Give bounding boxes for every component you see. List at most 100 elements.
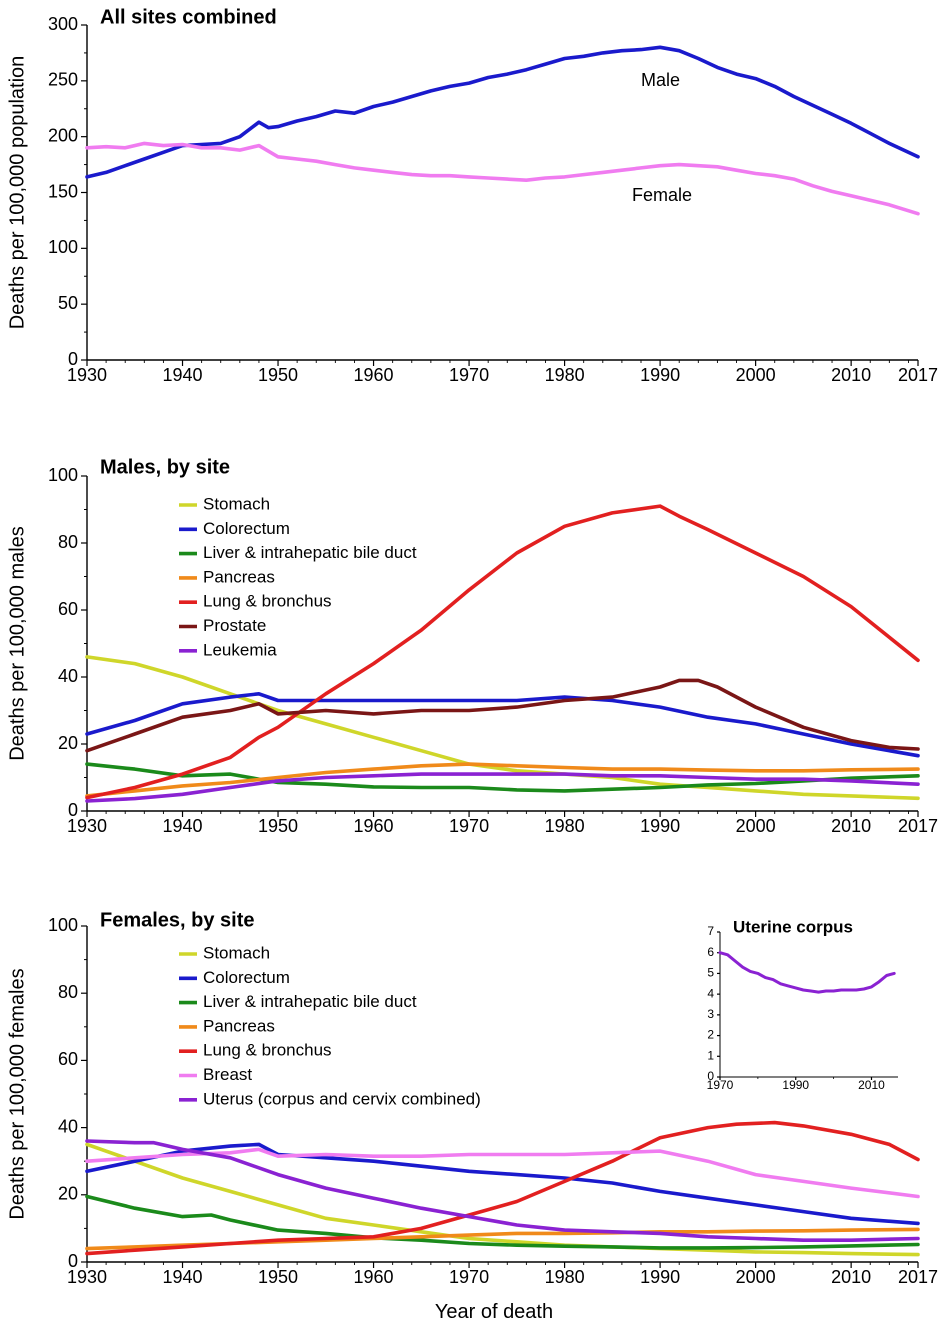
y-tick-label: 60 — [58, 1049, 78, 1069]
y-tick-label: 100 — [48, 465, 78, 485]
y-tick-label: 200 — [48, 125, 78, 145]
y-tick-label: 20 — [58, 1184, 78, 1204]
legend-label-pancreas: Pancreas — [203, 1016, 275, 1035]
y-tick-label: 80 — [58, 982, 78, 1002]
legend: Stomach Colorectum Liver & intrahepatic bi… — [179, 943, 481, 1108]
y-tick-label: 0 — [68, 1251, 78, 1271]
series-line-male — [85, 45, 920, 179]
x-tick-label: 1940 — [162, 816, 202, 836]
x-axis-label: Year of death — [435, 1301, 553, 1323]
panel-uterine-corpus: Uterine corpus 0 1 2 3 4 5 6 7 1970 1990 2010 — [705, 903, 905, 1096]
y-tick-label: 50 — [58, 293, 78, 313]
legend-label-uterus-corpus-and-cervix-combined: Uterus (corpus and cervix combined) — [203, 1089, 481, 1108]
panel-all-sites-combined: All sites combined 0 50 100 150 200 250 300 1930… — [6, 6, 938, 385]
y-tick-label: 0 — [707, 1069, 714, 1083]
y-tick-label: 20 — [58, 733, 78, 753]
series-line-lung-bronchus — [85, 1120, 920, 1256]
series-line-liver-intrahepatic-bile-duct — [85, 762, 920, 793]
x-tick-label: 2017 — [898, 365, 938, 385]
x-tick-label: 2000 — [736, 1267, 776, 1287]
legend-label-breast: Breast — [203, 1065, 252, 1084]
legend-label-stomach: Stomach — [203, 494, 270, 513]
series-line-colorectum — [85, 1142, 920, 1226]
legend-label-prostate: Prostate — [203, 616, 266, 635]
y-tick-label: 100 — [48, 915, 78, 935]
series-line-uterus-corpus-and-cervix-combined — [85, 1139, 920, 1242]
x-tick-label: 1970 — [449, 816, 489, 836]
y-tick-label: 4 — [707, 986, 714, 1000]
x-tick-label: 1930 — [67, 1267, 107, 1287]
y-axis-label: Deaths per 100,000 males — [6, 526, 28, 761]
x-tick-label: 1930 — [67, 816, 107, 836]
y-tick-label: 300 — [48, 14, 78, 34]
y-axis-label: Deaths per 100,000 population — [6, 56, 28, 330]
series-annotation-male: Male — [641, 70, 680, 90]
x-tick-label: 2017 — [898, 1267, 938, 1287]
series-line-leukemia — [85, 772, 920, 803]
series-line-stomach — [85, 1142, 920, 1257]
y-tick-label: 5 — [707, 966, 714, 980]
panel-males-by-site: Males, by site 0 20 40 60 80 100 1930 1940 1950 19… — [6, 456, 938, 836]
legend-label-pancreas: Pancreas — [203, 567, 275, 586]
x-tick-label: 1990 — [782, 1078, 809, 1092]
x-tick-label: 1990 — [640, 365, 680, 385]
y-tick-label: 80 — [58, 532, 78, 552]
x-tick-label: 1940 — [162, 365, 202, 385]
x-tick-label: 1980 — [545, 365, 585, 385]
x-tick-label: 1990 — [640, 1267, 680, 1287]
legend-label-liver-intrahepatic-bile-duct: Liver & intrahepatic bile duct — [203, 543, 417, 562]
x-tick-label: 2010 — [831, 816, 871, 836]
legend: Stomach Colorectum Liver & intrahepatic bi… — [179, 494, 417, 659]
series-line-liver-intrahepatic-bile-duct — [85, 1194, 920, 1250]
x-tick-label: 2000 — [736, 816, 776, 836]
x-tick-label: 1970 — [449, 1267, 489, 1287]
legend-label-liver-intrahepatic-bile-duct: Liver & intrahepatic bile duct — [203, 992, 417, 1011]
x-tick-label: 1980 — [545, 816, 585, 836]
x-tick-label: 2010 — [831, 365, 871, 385]
y-tick-label: 60 — [58, 599, 78, 619]
y-tick-label: 40 — [58, 1116, 78, 1136]
x-tick-label: 1970 — [449, 365, 489, 385]
x-tick-label: 1950 — [258, 1267, 298, 1287]
y-tick-label: 6 — [707, 945, 714, 959]
y-tick-label: 40 — [58, 666, 78, 686]
x-tick-label: 2010 — [831, 1267, 871, 1287]
x-tick-label: 1980 — [545, 1267, 585, 1287]
x-tick-label: 1950 — [258, 816, 298, 836]
y-tick-label: 3 — [707, 1007, 714, 1021]
x-tick-label: 2017 — [898, 816, 938, 836]
y-tick-label: 150 — [48, 181, 78, 201]
x-tick-label: 1930 — [67, 365, 107, 385]
legend-label-lung-bronchus: Lung & bronchus — [203, 592, 332, 611]
x-tick-label: 1940 — [162, 1267, 202, 1287]
series-annotation-female: Female — [632, 185, 692, 205]
series-line-breast — [85, 1147, 920, 1199]
x-tick-label: 2000 — [736, 365, 776, 385]
series-line-uterine-corpus — [718, 951, 896, 994]
y-tick-label: 100 — [48, 237, 78, 257]
series-line-female — [85, 141, 920, 216]
y-tick-label: 250 — [48, 70, 78, 90]
x-tick-label: 1960 — [354, 1267, 394, 1287]
series-line-colorectum — [85, 691, 920, 758]
series-line-prostate — [85, 678, 920, 753]
y-tick-label: 7 — [707, 924, 714, 938]
legend-label-colorectum: Colorectum — [203, 968, 290, 987]
y-axis-label: Deaths per 100,000 females — [6, 968, 28, 1219]
y-tick-label: 2 — [707, 1028, 714, 1042]
series-line-lung-bronchus — [85, 504, 920, 800]
x-tick-label: 1970 — [707, 1078, 734, 1092]
x-tick-label: 1990 — [640, 816, 680, 836]
y-tick-label: 1 — [707, 1048, 714, 1062]
series-line-stomach — [85, 655, 920, 801]
inset-background — [705, 903, 905, 1096]
x-tick-label: 1950 — [258, 365, 298, 385]
panel-title: Females, by site — [100, 909, 255, 931]
legend-label-colorectum: Colorectum — [203, 519, 290, 538]
series-line-pancreas — [85, 762, 920, 798]
y-tick-label: 0 — [68, 800, 78, 820]
x-tick-label: 2010 — [858, 1078, 885, 1092]
panel-title: All sites combined — [100, 6, 277, 28]
